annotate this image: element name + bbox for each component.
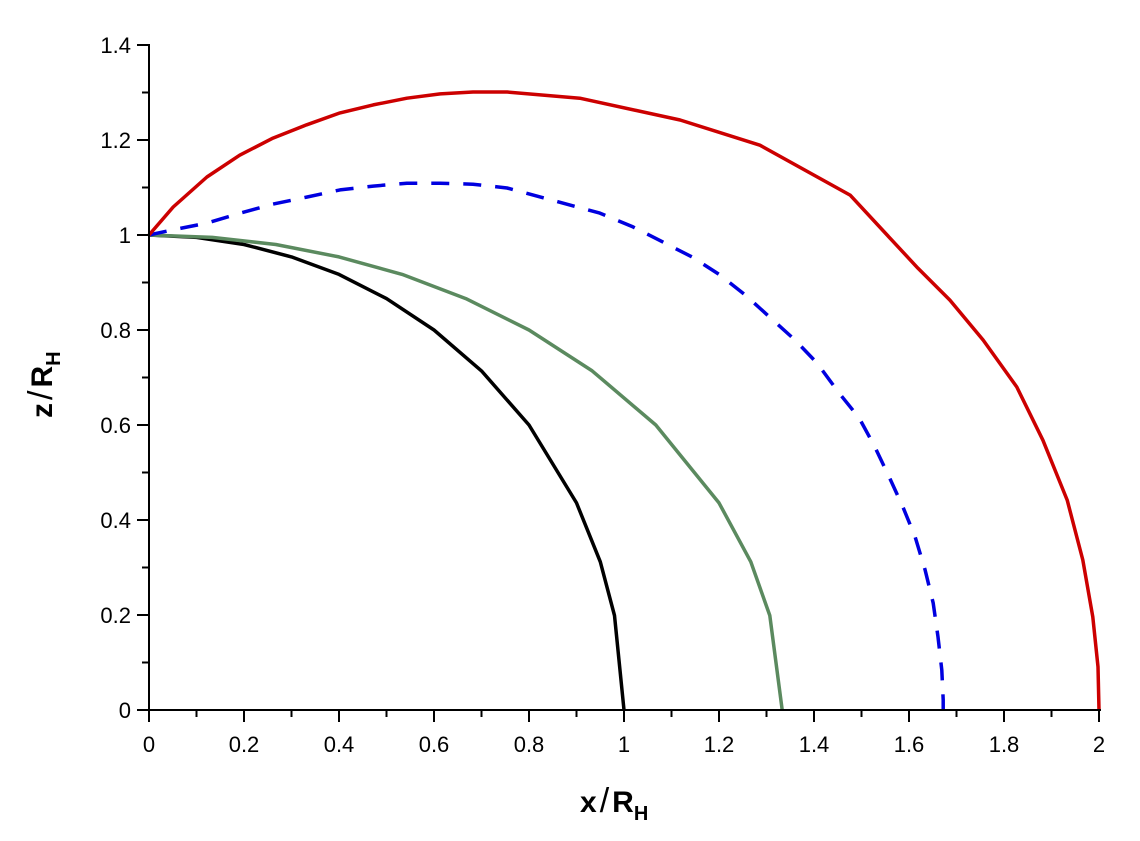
x-tick-label: 0.4 <box>324 732 355 757</box>
x-tick-label: 0 <box>143 732 155 757</box>
x-tick-label: 1.6 <box>894 732 925 757</box>
x-tick-label: 0.8 <box>514 732 545 757</box>
y-tick-label: 0.6 <box>100 413 131 438</box>
y-tick-label: 1 <box>119 223 131 248</box>
x-tick-label: 2 <box>1093 732 1105 757</box>
series-red-solid <box>147 90 1101 711</box>
y-tick-label: 0.4 <box>100 508 131 533</box>
plot-curves <box>147 90 1101 711</box>
y-tick-label: 1.2 <box>100 128 131 153</box>
y-axis-label: z/RH <box>22 351 65 418</box>
svg-text:z/RH: z/RH <box>22 351 65 418</box>
x-ticks: 0 0.2 0.4 0.6 0.8 1 1.2 1.4 1.6 1.8 2 <box>143 710 1105 757</box>
x-axis-label: x/RH <box>580 782 648 825</box>
axes: 0 0.2 0.4 0.6 0.8 1 1.2 1.4 1.6 1.8 2 0 0.2 0.4 0.6 0.… <box>100 33 1105 757</box>
series-black-solid <box>148 233 626 711</box>
x-tick-label: 0.6 <box>419 732 450 757</box>
x-tick-label: 1.2 <box>704 732 735 757</box>
x-tick-label: 1 <box>618 732 630 757</box>
series-blue-dashed <box>148 181 945 710</box>
series-green-solid <box>148 233 784 711</box>
y-tick-label: 0.8 <box>100 318 131 343</box>
y-tick-label: 0 <box>119 698 131 723</box>
y-ticks: 0 0.2 0.4 0.6 0.8 1 1.2 1.4 <box>100 33 149 723</box>
y-tick-label: 1.4 <box>100 33 131 58</box>
x-tick-label: 1.4 <box>799 732 830 757</box>
x-tick-label: 1.8 <box>989 732 1020 757</box>
y-tick-label: 0.2 <box>100 603 131 628</box>
x-tick-label: 0.2 <box>229 732 260 757</box>
